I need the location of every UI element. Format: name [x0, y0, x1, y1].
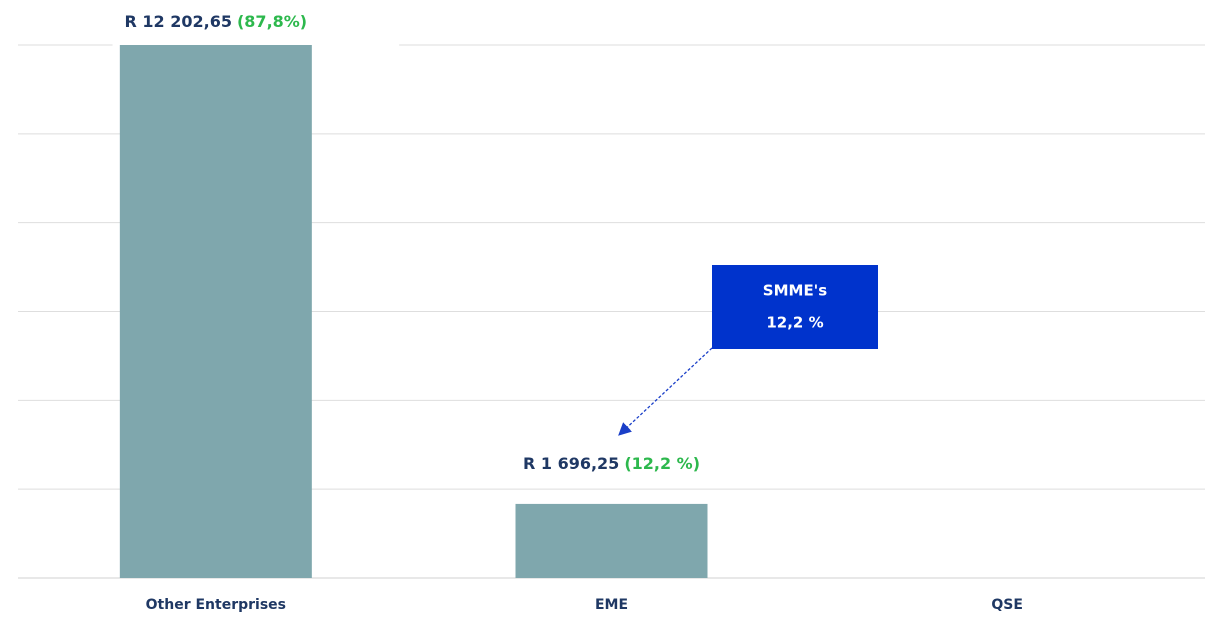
callout-text: SMME's [763, 282, 827, 300]
share-label: (12,2 %) [624, 453, 700, 472]
data-label: R 12 202,65 (87,8%) [125, 12, 308, 31]
data-label: R 1 696,25 (12,2 %) [523, 453, 700, 472]
callout-text: 12,2 % [766, 314, 823, 332]
x-tick-label: QSE [991, 597, 1023, 613]
share-label: (87,8%) [237, 12, 307, 31]
callout-box [712, 265, 878, 349]
x-tick-label: Other Enterprises [146, 597, 286, 613]
value-label: R 1 696,25 [523, 453, 619, 472]
callout-arrow [618, 347, 713, 436]
bar [119, 45, 312, 578]
bar [515, 503, 708, 578]
x-tick-label: EME [595, 597, 628, 613]
value-label: R 12 202,65 [125, 12, 232, 31]
